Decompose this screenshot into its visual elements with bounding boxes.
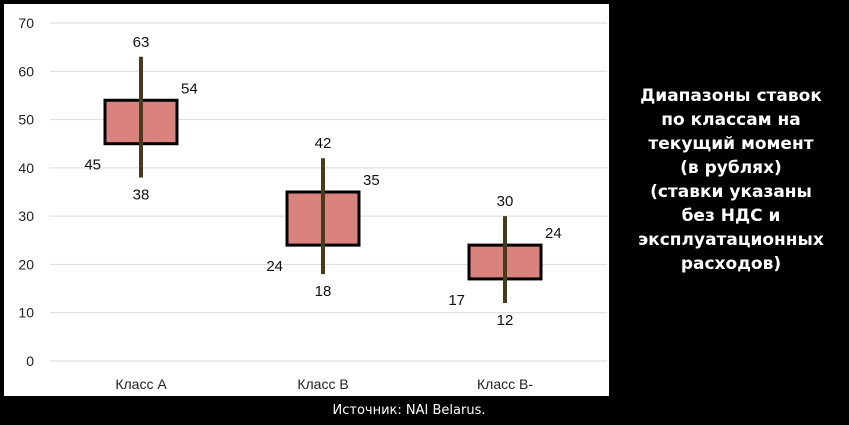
box-chart: 0 10 20 30 40 50 60 70 63 38 54 45 Класс А 42 18 35 24 Кл… [18,15,607,392]
source-note: Источник: NAI Belarus. [332,403,486,418]
data-label-box-high: 24 [545,225,562,242]
data-label-box-high: 54 [181,80,198,97]
chart-title: Диапазоны ставок по классам на текущий м… [638,86,824,274]
data-label-max: 42 [315,135,332,152]
data-label-min: 38 [133,187,150,204]
data-label-max: 63 [133,34,150,51]
data-label-box-high: 35 [363,172,380,189]
x-tick-label: Класс В [297,376,348,392]
x-tick-label: Класс В- [477,376,533,392]
data-label-min: 12 [497,312,514,329]
data-label-box-low: 24 [266,258,283,275]
y-tick-label: 10 [18,305,34,321]
data-label-max: 30 [497,193,514,210]
x-tick-label: Класс А [115,376,167,392]
y-tick-label: 0 [26,353,34,369]
y-tick-label: 20 [18,256,34,272]
y-tick-label: 30 [18,208,34,224]
chart-panel: 0 10 20 30 40 50 60 70 63 38 54 45 Класс А 42 18 35 24 Кл… [4,4,609,396]
y-tick-label: 40 [18,160,34,176]
data-label-box-low: 45 [84,157,101,174]
y-tick-label: 50 [18,112,34,128]
data-label-min: 18 [315,283,332,300]
y-tick-label: 60 [18,63,34,79]
data-label-box-low: 17 [448,292,465,309]
y-tick-label: 70 [18,15,34,31]
